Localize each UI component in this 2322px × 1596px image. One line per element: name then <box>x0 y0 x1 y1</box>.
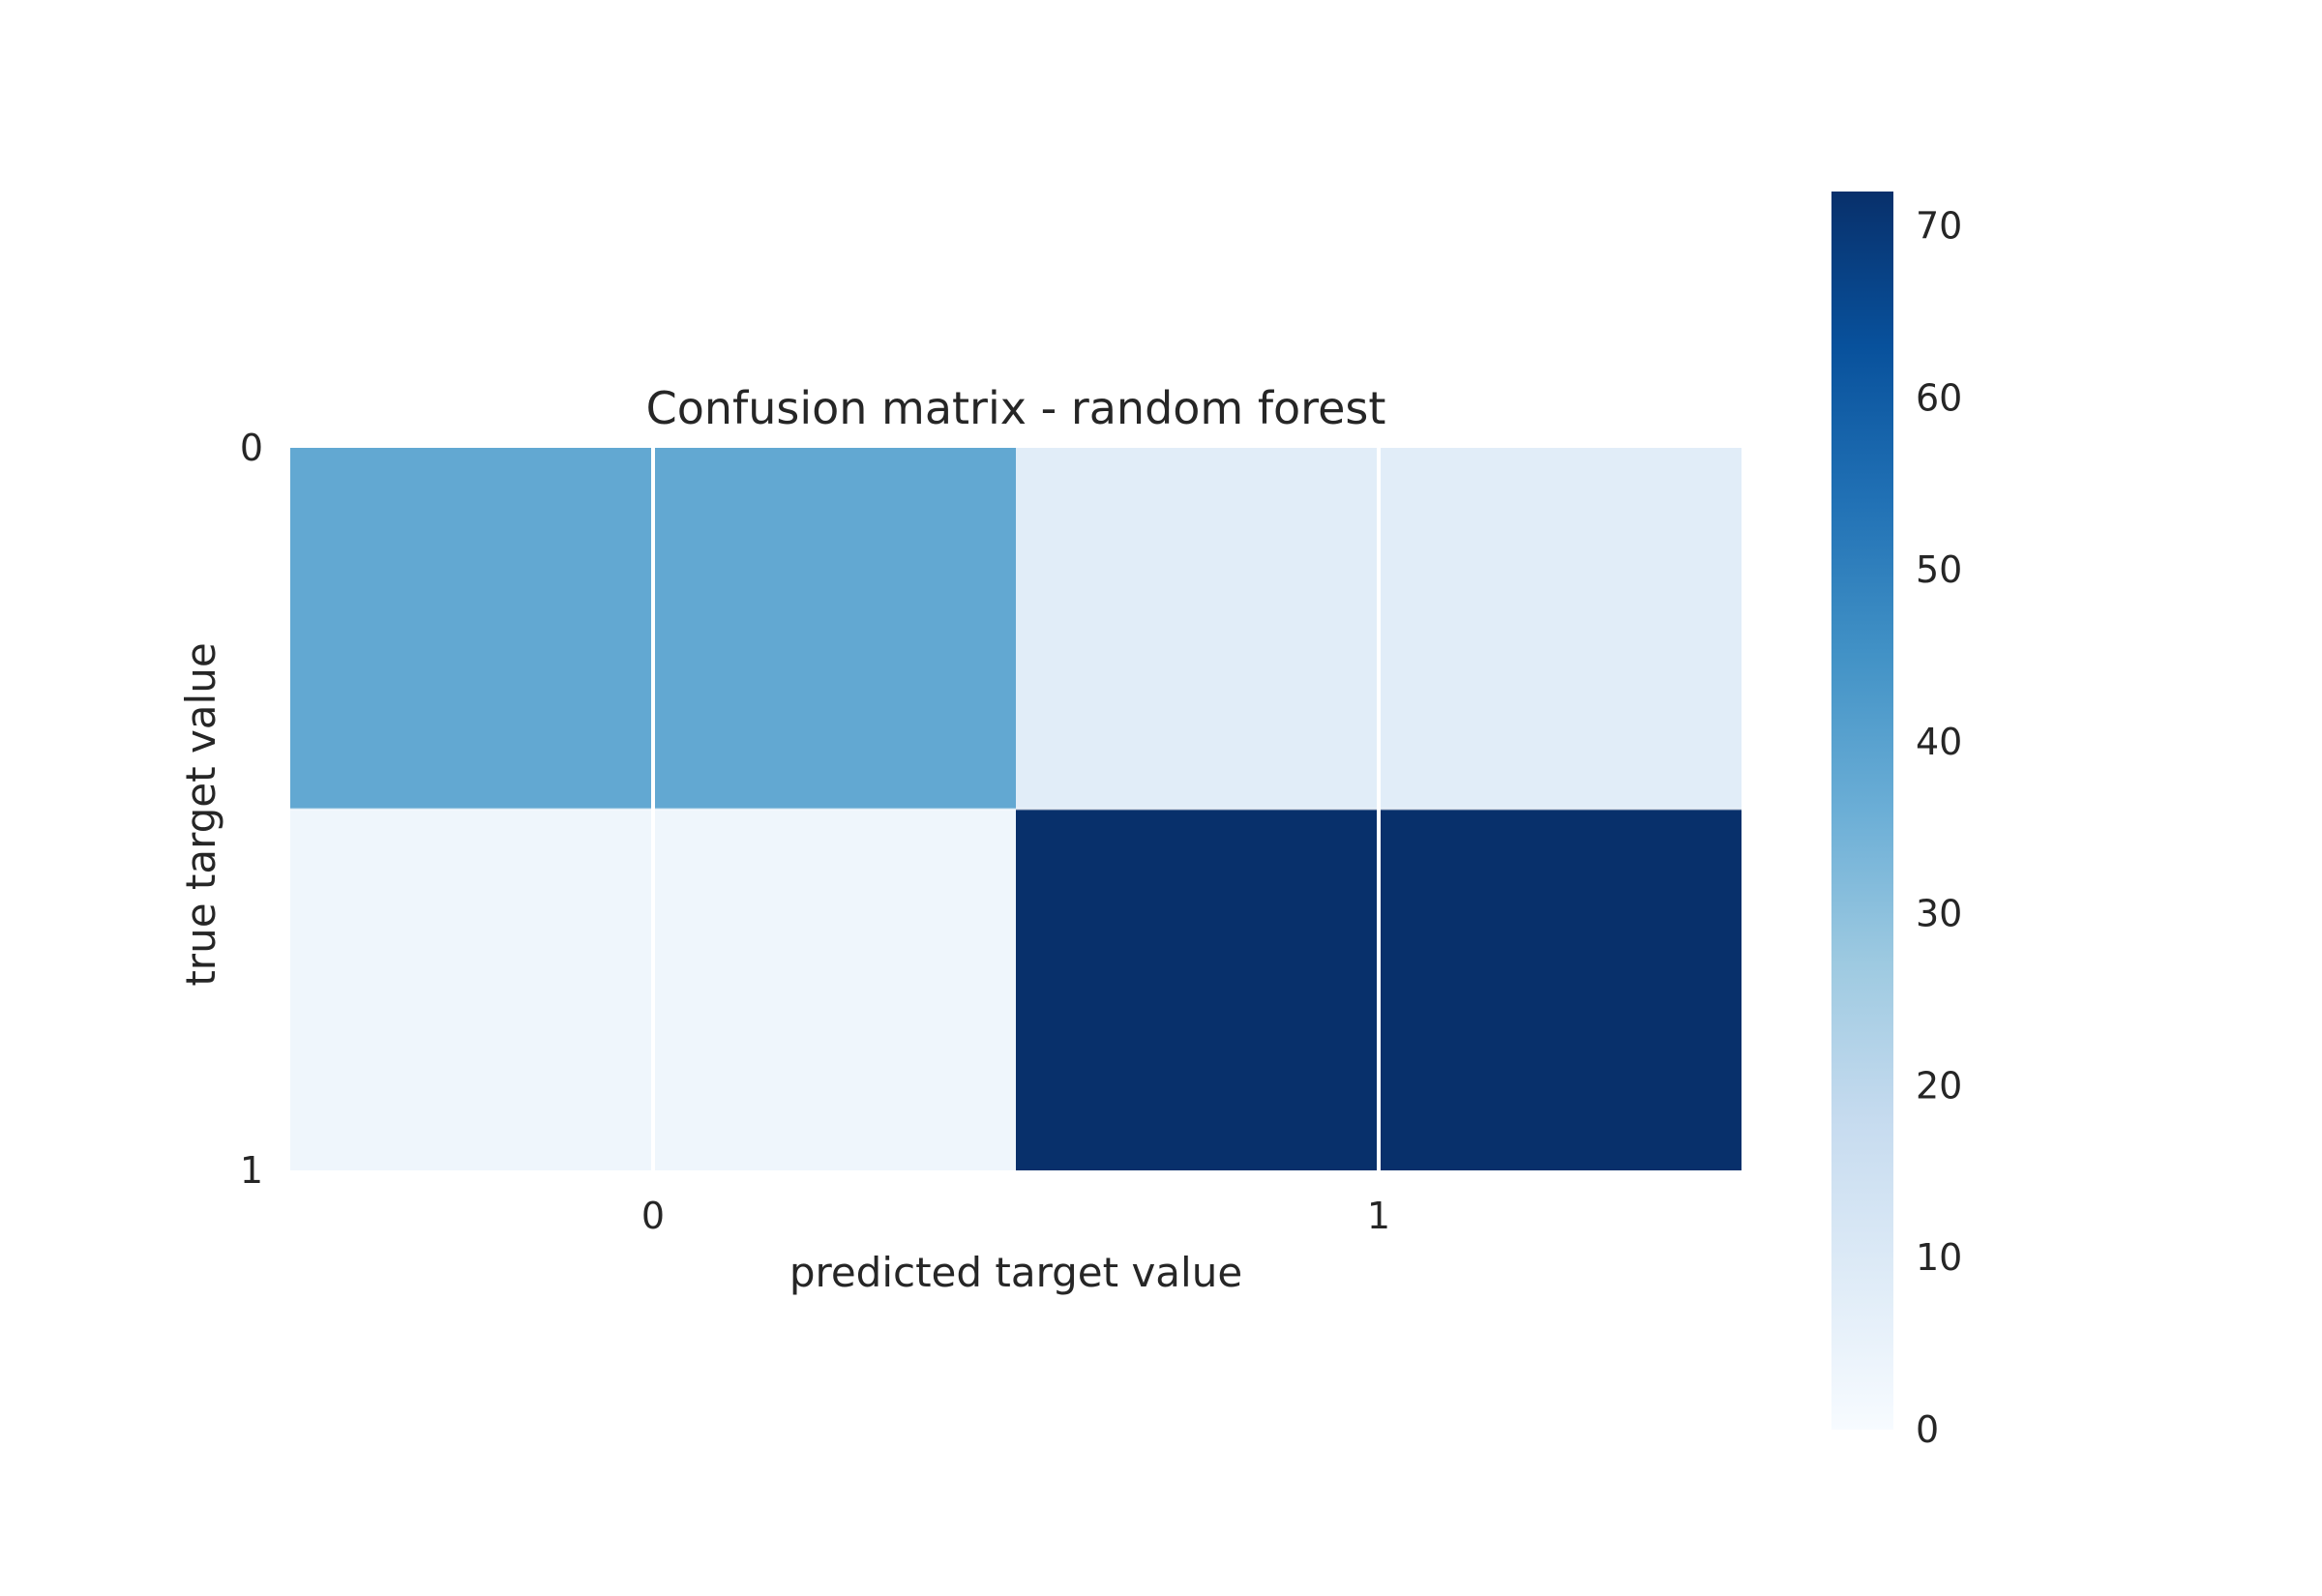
colorbar-tick-0: 0 <box>1916 1408 1939 1451</box>
colorbar-tick-70: 70 <box>1916 205 1962 248</box>
y-tick-labels: 01 <box>240 427 263 1192</box>
y-tick-label-1: 1 <box>240 1149 263 1192</box>
heatmap-gridlines <box>290 448 1742 1170</box>
x-tick-label-1: 1 <box>1367 1195 1390 1237</box>
x-axis-label: predicted target value <box>789 1249 1242 1296</box>
colorbar-tick-20: 20 <box>1916 1064 1962 1107</box>
colorbar-tick-40: 40 <box>1916 721 1962 763</box>
x-tick-label-0: 0 <box>641 1195 665 1237</box>
colorbar <box>1831 192 1893 1430</box>
y-axis-label: true target value <box>177 642 224 986</box>
colorbar-tick-labels: 0 10 20 30 40 50 60 70 <box>1916 205 1962 1451</box>
colorbar-tick-50: 50 <box>1916 548 1962 591</box>
chart-title: Confusion matrix - random forest <box>646 382 1386 434</box>
colorbar-tick-10: 10 <box>1916 1236 1962 1279</box>
y-tick-label-0: 0 <box>240 427 263 469</box>
colorbar-tick-30: 30 <box>1916 893 1962 935</box>
colorbar-tick-60: 60 <box>1916 376 1962 419</box>
